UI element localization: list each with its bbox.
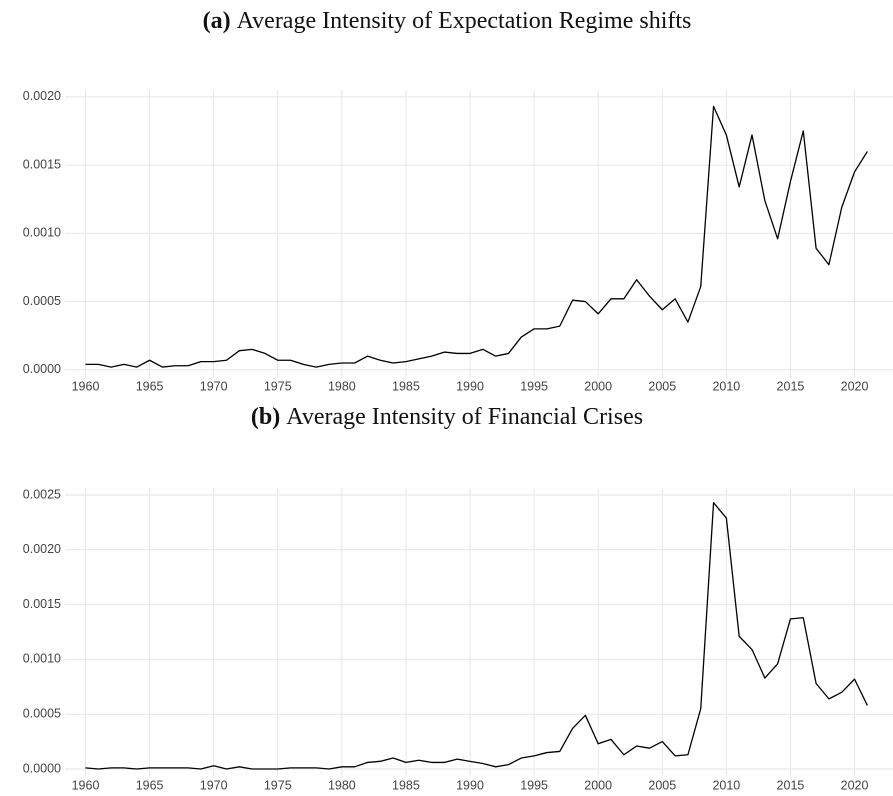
x-tick-label: 2000 [584, 778, 612, 792]
x-tick-label: 2015 [777, 778, 805, 792]
x-tick-label: 2010 [712, 379, 740, 393]
y-tick-label: 0.0020 [23, 542, 61, 556]
chart-title: (a) Average Intensity of Expectation Regi… [203, 8, 692, 34]
y-tick-label: 0.0015 [23, 597, 61, 611]
x-tick-label: 1965 [136, 379, 164, 393]
data-line [85, 105, 868, 368]
x-tick-label: 2010 [712, 778, 740, 792]
x-tick-label: 2020 [841, 379, 869, 393]
x-tick-label: 1975 [264, 379, 292, 393]
y-tick-label: 0.0010 [23, 652, 61, 666]
x-tick-label: 1995 [520, 778, 548, 792]
chart: (b) Average Intensity of Financial Crises… [23, 404, 893, 792]
x-tick-label: 2000 [584, 379, 612, 393]
chart-title: (b) Average Intensity of Financial Crises [251, 404, 643, 430]
x-tick-label: 1980 [328, 379, 356, 393]
x-tick-label: 2020 [841, 778, 869, 792]
x-tick-label: 1990 [456, 778, 484, 792]
y-tick-label: 0.0000 [23, 761, 61, 775]
y-tick-label: 0.0015 [23, 157, 61, 171]
x-tick-label: 1960 [72, 379, 100, 393]
x-tick-label: 2015 [777, 379, 805, 393]
y-tick-label: 0.0025 [23, 487, 61, 501]
panel-label: (a) [203, 8, 231, 34]
y-tick-label: 0.0005 [23, 294, 61, 308]
x-tick-label: 1985 [392, 379, 420, 393]
x-tick-label: 2005 [648, 379, 676, 393]
x-tick-label: 2005 [648, 778, 676, 792]
x-tick-label: 1985 [392, 778, 420, 792]
x-tick-label: 1970 [200, 379, 228, 393]
y-tick-label: 0.0000 [23, 362, 61, 376]
title-text: Average Intensity of Expectation Regime … [237, 8, 692, 34]
x-tick-label: 1975 [264, 778, 292, 792]
x-tick-label: 1995 [520, 379, 548, 393]
x-tick-label: 1990 [456, 379, 484, 393]
y-tick-label: 0.0010 [23, 226, 61, 240]
y-tick-label: 0.0005 [23, 706, 61, 720]
data-line [85, 502, 868, 770]
chart: (a) Average Intensity of Expectation Regi… [23, 8, 893, 393]
x-tick-label: 1980 [328, 778, 356, 792]
x-tick-label: 1965 [136, 778, 164, 792]
y-tick-label: 0.0020 [23, 89, 61, 103]
x-tick-label: 1960 [72, 778, 100, 792]
x-tick-label: 1970 [200, 778, 228, 792]
title-text: Average Intensity of Financial Crises [286, 404, 643, 430]
panel-label: (b) [251, 404, 280, 430]
